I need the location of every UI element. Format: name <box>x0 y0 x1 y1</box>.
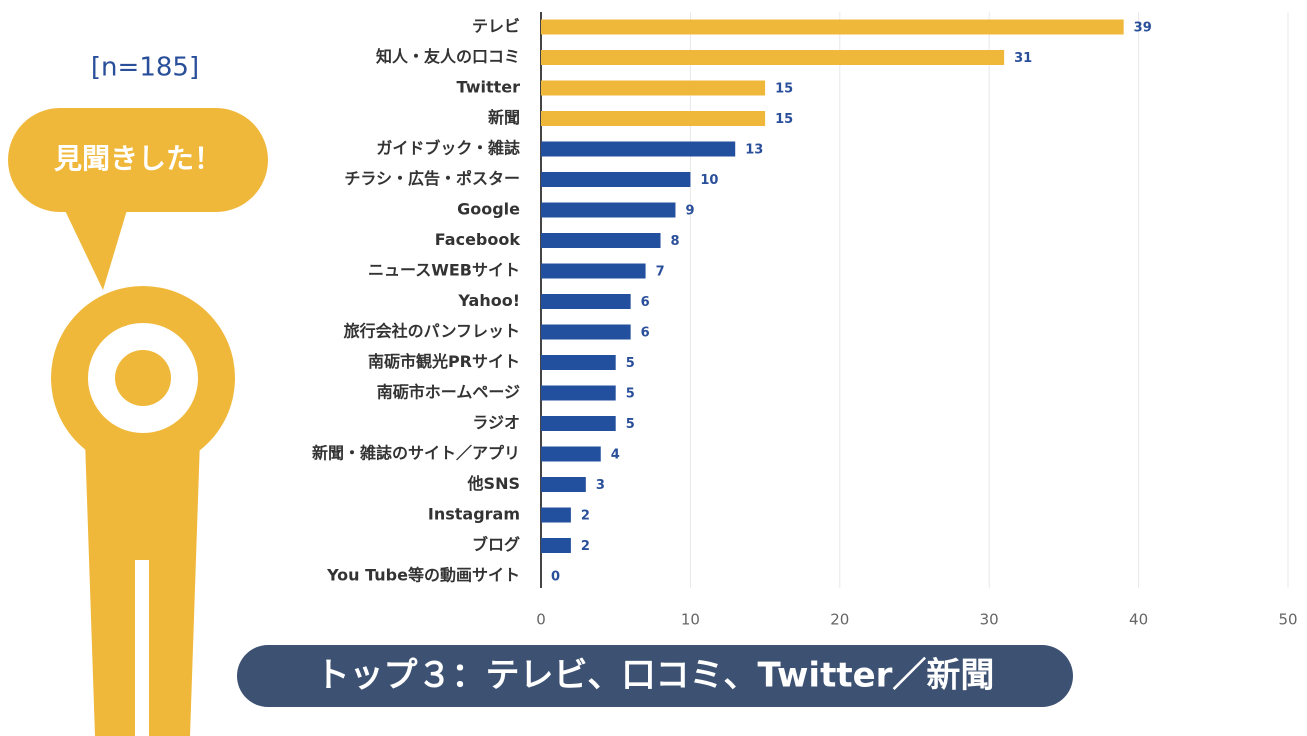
y-tick-label: 新聞 <box>488 108 520 127</box>
bubble-tail <box>60 200 130 290</box>
bar <box>541 477 586 492</box>
value-label: 7 <box>656 265 665 280</box>
value-label: 6 <box>641 326 650 341</box>
y-tick-label: ラジオ <box>472 413 520 432</box>
summary-text: トップ３：テレビ、口コミ、Twitter／新聞 <box>316 656 995 696</box>
bar <box>541 263 646 279</box>
bar <box>541 324 631 340</box>
bar <box>541 294 631 309</box>
value-label: 31 <box>1014 51 1032 66</box>
bar <box>541 111 766 126</box>
bubble-text: 見聞きした！ <box>54 142 222 175</box>
y-tick-label: ブログ <box>472 535 520 554</box>
value-label: 10 <box>700 173 718 188</box>
value-label: 15 <box>775 112 793 127</box>
bar <box>541 355 616 370</box>
y-tick-label: テレビ <box>472 17 520 36</box>
figure <box>8 108 268 736</box>
value-label: 5 <box>626 417 635 432</box>
y-tick-label: 新聞・雑誌のサイト／アプリ <box>312 444 520 463</box>
speech-bubble <box>8 108 268 212</box>
value-label: 2 <box>581 539 590 554</box>
bar <box>541 19 1124 35</box>
value-label: 6 <box>641 295 650 310</box>
value-label: 5 <box>626 387 635 402</box>
bar <box>541 538 571 553</box>
x-tick-label: 10 <box>681 611 700 629</box>
bar <box>541 141 736 157</box>
bar <box>541 172 691 187</box>
y-tick-label: Facebook <box>435 230 521 249</box>
y-tick-label: Google <box>457 200 520 219</box>
value-label: 3 <box>596 478 605 493</box>
leg-gap <box>135 560 149 736</box>
bar <box>541 50 1005 65</box>
value-label: 15 <box>775 82 793 97</box>
bar <box>541 507 571 523</box>
bar <box>541 233 661 248</box>
bar <box>541 385 616 401</box>
bar <box>541 80 766 96</box>
y-tick-label: You Tube等の動画サイト <box>326 566 520 585</box>
bar <box>541 416 616 431</box>
y-tick-label: 他SNS <box>467 474 520 493</box>
value-label: 4 <box>611 448 620 463</box>
value-label: 9 <box>685 204 694 219</box>
sample-size: [n=185] <box>91 53 199 83</box>
head-dot <box>115 350 171 406</box>
value-label: 0 <box>551 570 560 585</box>
x-tick-label: 50 <box>1278 611 1297 629</box>
x-tick-label: 0 <box>536 611 546 629</box>
y-tick-label: Yahoo! <box>457 291 520 310</box>
value-label: 8 <box>671 234 680 249</box>
value-label: 5 <box>626 356 635 371</box>
y-tick-label: 南砺市観光PRサイト <box>368 352 520 371</box>
y-tick-label: ガイドブック・雑誌 <box>376 139 520 158</box>
y-tick-label: 旅行会社のパンフレット <box>344 322 520 341</box>
value-label: 39 <box>1134 21 1152 36</box>
y-tick-label: チラシ・広告・ポスター <box>344 169 520 188</box>
bar <box>541 446 601 462</box>
x-tick-label: 40 <box>1129 611 1148 629</box>
x-tick-label: 20 <box>830 611 849 629</box>
y-tick-label: ニュースWEBサイト <box>368 261 520 280</box>
y-tick-label: Instagram <box>428 505 520 524</box>
summary-banner <box>237 645 1073 707</box>
y-tick-label: 南砺市ホームページ <box>377 383 520 402</box>
y-tick-label: 知人・友人の口コミ <box>376 47 520 66</box>
bar <box>541 202 676 218</box>
y-tick-label: Twitter <box>457 78 521 97</box>
value-label: 13 <box>745 143 763 158</box>
value-label: 2 <box>581 509 590 524</box>
x-tick-label: 30 <box>980 611 999 629</box>
